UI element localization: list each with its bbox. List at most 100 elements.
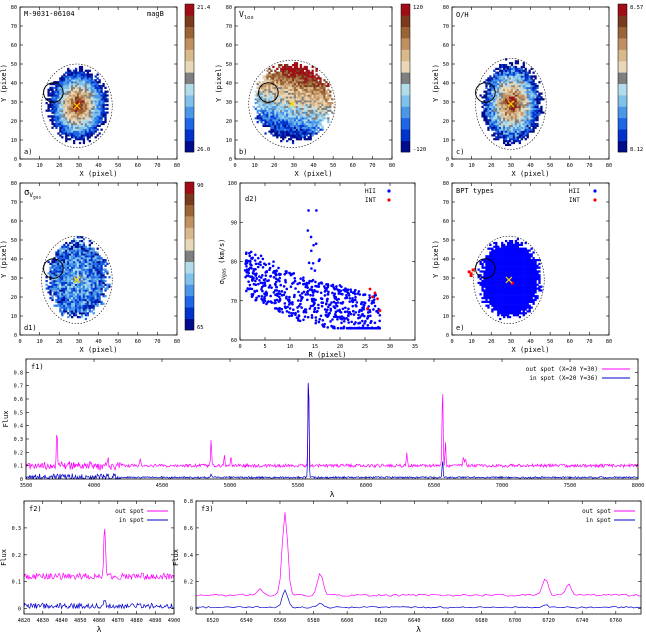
- hii-point: [297, 319, 300, 322]
- panel-e-ytick-label: 20: [443, 295, 449, 301]
- panel-c-xtick-label: 80: [606, 163, 612, 169]
- panel-b-ytick-label: 0: [229, 157, 232, 163]
- hii-point: [284, 270, 288, 273]
- panel-c-xtick-label: 70: [586, 163, 592, 169]
- legend-marker: [593, 189, 597, 193]
- hii-point: [283, 272, 287, 276]
- x-axis-label: X (pixel): [295, 170, 333, 178]
- hii-point: [309, 293, 312, 297]
- hii-point: [313, 298, 317, 302]
- hii-point: [302, 290, 306, 294]
- hii-point: [306, 292, 310, 296]
- int-pixel: [467, 270, 471, 274]
- hii-point: [257, 294, 261, 298]
- panel-b-ytick-label: 60: [226, 43, 232, 49]
- panel-f1-xtick-label: 3500: [20, 483, 33, 489]
- panel-f2-ytick-label: 0: [18, 607, 21, 613]
- panel-e-ytick-label: 30: [443, 276, 449, 282]
- y-axis-label: Y (pixel): [432, 240, 440, 278]
- panel-d1-xtick-label: 20: [56, 339, 62, 345]
- hii-point: [325, 314, 328, 318]
- hii-point: [254, 274, 258, 277]
- hii-point: [311, 294, 315, 297]
- hii-point: [312, 243, 315, 247]
- hii-point: [350, 320, 353, 324]
- panel-e-frame: [451, 182, 610, 336]
- panel-f1-ytick-label: 0.1: [14, 464, 23, 470]
- centre-cross: [505, 276, 513, 284]
- hii-point: [257, 282, 260, 286]
- panel-f3-xtick-label: 6760: [610, 618, 623, 624]
- hii-point: [310, 288, 314, 292]
- hii-point: [274, 280, 278, 284]
- aperture-ellipse: [41, 63, 113, 148]
- hii-point: [325, 302, 328, 305]
- hii-point: [250, 266, 253, 270]
- legend-label: in spot (X=20 Y=36): [529, 375, 598, 382]
- hii-point: [248, 283, 252, 287]
- hii-point: [355, 326, 358, 330]
- hii-point: [341, 300, 345, 304]
- panel-e-ytick-label: 10: [443, 314, 449, 320]
- panel-f3-xtick-label: 6640: [408, 618, 421, 624]
- panel-c-axes: 0 10 20 30 40 50 60 70 80 0 10 20 30 40 50 60 70 80: [443, 5, 612, 169]
- hii-point: [297, 304, 301, 308]
- panel-b-xtick-label: 30: [291, 163, 297, 169]
- hii-point: [255, 296, 258, 300]
- hii-point: [285, 296, 288, 300]
- hii-point: [316, 309, 319, 313]
- hii-point: [301, 282, 305, 286]
- panel-a-xtick-label: 0: [18, 163, 21, 169]
- hii-point: [345, 293, 348, 297]
- panel-a-xtick-label: 30: [76, 163, 82, 169]
- hii-point: [277, 300, 281, 303]
- hii-point: [351, 304, 355, 308]
- x-axis-label: λ: [416, 625, 421, 634]
- hii-point: [244, 261, 248, 265]
- hii-point: [318, 317, 322, 321]
- hii-point: [260, 276, 263, 279]
- panel-f1-ytick-label: 0.2: [14, 450, 23, 456]
- y-axis-label: Flux: [0, 549, 8, 566]
- hii-point: [245, 264, 248, 268]
- hii-point: [321, 324, 325, 328]
- hii-point: [254, 253, 257, 257]
- spot-circle: [258, 82, 279, 103]
- hii-point: [310, 286, 314, 289]
- panel-f3-xtick-label: 6600: [341, 618, 354, 624]
- hii-point: [341, 307, 345, 311]
- panel-c-xtick-label: 20: [488, 163, 494, 169]
- int-pixel: [471, 268, 475, 272]
- hii-point: [348, 297, 352, 300]
- panel-a-ytick-label: 20: [11, 119, 17, 125]
- hii-point: [256, 265, 260, 269]
- int-point: [376, 297, 379, 301]
- panel-d2-ytick-label: 100: [228, 181, 237, 187]
- panel-c-ytick-label: 50: [443, 62, 449, 68]
- hii-point: [373, 294, 376, 297]
- hii-point: [305, 281, 309, 285]
- hii-point: [312, 291, 315, 294]
- hii-point: [272, 291, 276, 294]
- hii-point: [325, 283, 328, 286]
- panel-a-axes: 0 10 20 30 40 50 60 70 80 0 10 20 30 40 50 60 70 80: [11, 5, 180, 169]
- hii-point: [344, 306, 347, 310]
- hii-point: [243, 269, 247, 272]
- hii-point: [310, 279, 314, 283]
- hii-point: [260, 295, 264, 298]
- panel-e-ytick-label: 70: [443, 200, 449, 206]
- hii-point: [342, 325, 346, 329]
- colorbar-b: [400, 3, 411, 153]
- hii-point: [359, 302, 363, 306]
- panel-title: BPT types: [456, 187, 494, 195]
- hii-point: [263, 281, 267, 284]
- hii-point: [288, 271, 291, 275]
- hii-point: [282, 285, 286, 288]
- hii-point: [304, 285, 307, 289]
- panel-label: f2): [29, 505, 42, 513]
- hii-point: [280, 290, 284, 293]
- panel-a-xtick-label: 10: [37, 163, 43, 169]
- panel-d2-axes: 0 5 10 15 20 25 30 35 60 70 80 90 100: [228, 181, 419, 350]
- hii-point: [333, 297, 337, 300]
- panel-c-xtick-label: 50: [547, 163, 553, 169]
